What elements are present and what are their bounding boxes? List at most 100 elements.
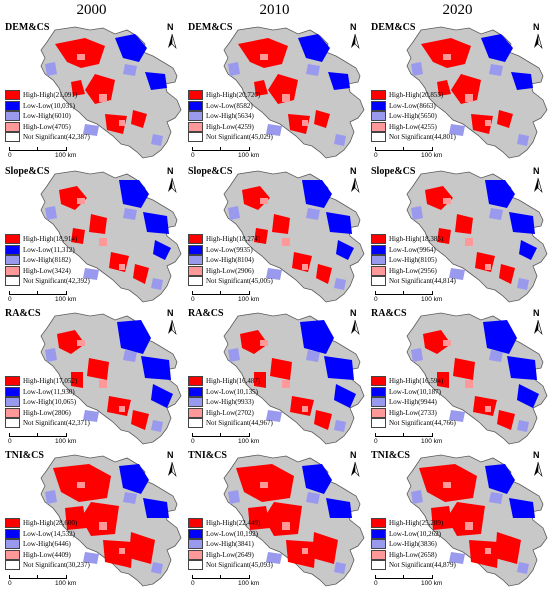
legend-swatch bbox=[188, 549, 203, 560]
region-high-high bbox=[423, 330, 451, 354]
region-low-low bbox=[117, 320, 151, 354]
legend-swatch bbox=[188, 132, 203, 142]
scale-line bbox=[192, 291, 250, 295]
region-high-low bbox=[465, 522, 473, 530]
legend-item: High-Low(2733) bbox=[371, 407, 456, 418]
scale-tick bbox=[220, 291, 221, 294]
region-high-low bbox=[77, 54, 85, 60]
north-label: N bbox=[533, 166, 540, 176]
region-low-high bbox=[489, 208, 503, 220]
legend-label: Low-High(3836) bbox=[389, 540, 437, 548]
map-panel: DEM&CS N High-High(20,855) Low-Low(8663) Low… bbox=[369, 22, 549, 167]
region-low-high bbox=[449, 410, 465, 422]
north-arrow-icon: N bbox=[531, 450, 545, 478]
legend-swatch bbox=[371, 549, 386, 560]
legend: High-High(17,052) Low-Low(11,930) Low-High… bbox=[5, 376, 90, 429]
region-low-high bbox=[489, 350, 503, 362]
legend-label: Low-Low(10,262) bbox=[389, 529, 441, 538]
legend-item: Low-High(9933) bbox=[188, 397, 273, 407]
scale-line bbox=[375, 147, 433, 151]
legend-item: High-High(20,720) bbox=[188, 90, 273, 100]
scale-label-zero: 0 bbox=[374, 152, 378, 159]
region-high-low bbox=[302, 406, 308, 412]
region-low-low bbox=[145, 72, 167, 90]
legend-label: Low-Low(11,312) bbox=[23, 245, 75, 254]
legend-label: High-High(28,600) bbox=[23, 519, 78, 527]
region-high-high bbox=[495, 532, 521, 564]
north-arrow-icon: N bbox=[348, 22, 362, 50]
region-low-low bbox=[115, 34, 147, 62]
legend-item: Low-High(6446) bbox=[5, 539, 90, 549]
region-high-low bbox=[302, 548, 308, 554]
legend-label: High-Low(2956) bbox=[389, 266, 437, 275]
region-high-high bbox=[272, 214, 290, 234]
legend-item: Not Significant(45,005) bbox=[188, 276, 273, 286]
region-high-low bbox=[119, 406, 125, 412]
legend-label: High-High(18,914) bbox=[23, 235, 78, 243]
north-arrow-icon: N bbox=[165, 166, 179, 194]
legend-swatch bbox=[188, 528, 203, 539]
legend-swatch bbox=[188, 397, 203, 407]
scale-label-zero: 0 bbox=[374, 580, 378, 587]
legend-swatch bbox=[371, 90, 386, 100]
region-high-high bbox=[71, 228, 85, 244]
scale-line bbox=[9, 147, 67, 151]
region-high-low bbox=[99, 94, 107, 102]
column-title-2000: 2000 bbox=[76, 2, 107, 18]
region-high-low bbox=[282, 522, 290, 530]
region-low-low bbox=[302, 180, 332, 208]
region-low-low bbox=[151, 384, 173, 408]
scale-bar: 0 100 km bbox=[374, 433, 442, 447]
region-high-low bbox=[465, 238, 473, 246]
legend-label: High-High(25,289) bbox=[389, 519, 444, 527]
legend-swatch bbox=[188, 376, 203, 386]
cluster-map bbox=[223, 26, 365, 159]
region-high-low bbox=[443, 482, 451, 488]
map-panel: Slope&CS N High-High(18,385) Low-Low(9964) L… bbox=[369, 166, 549, 311]
legend-item: Low-High(10,065) bbox=[5, 397, 90, 407]
legend-swatch bbox=[5, 407, 20, 418]
legend-item: Low-Low(8663) bbox=[371, 100, 456, 111]
map-panel: RA&CS N High-High(17,052) Low-Low(11,930) Lo… bbox=[3, 308, 183, 453]
legend-swatch bbox=[188, 418, 203, 428]
region-high-low bbox=[485, 120, 491, 126]
legend-swatch bbox=[5, 539, 20, 549]
region-low-low bbox=[481, 34, 513, 62]
legend-swatch bbox=[371, 255, 386, 265]
region-high-high bbox=[71, 80, 85, 96]
legend: High-High(18,914) Low-Low(11,312) Low-High… bbox=[5, 234, 90, 287]
north-label: N bbox=[167, 450, 174, 460]
legend-item: High-High(22,449) bbox=[188, 518, 273, 528]
region-low-high bbox=[411, 348, 423, 362]
legend-item: High-High(18,914) bbox=[5, 234, 90, 244]
scale-bar: 0 100 km bbox=[374, 291, 442, 305]
region-low-high bbox=[123, 350, 137, 362]
north-label: N bbox=[167, 22, 174, 32]
region-low-low bbox=[143, 498, 169, 518]
region-low-high bbox=[517, 134, 529, 146]
legend-label: Low-Low(8663) bbox=[389, 101, 436, 110]
region-low-high bbox=[228, 348, 240, 362]
scale-label-end: 100 km bbox=[421, 152, 443, 159]
region-high-low bbox=[77, 340, 85, 346]
scale-label-zero: 0 bbox=[8, 152, 12, 159]
scale-label-zero: 0 bbox=[191, 438, 195, 445]
map-panel: DEM&CS N High-High(21,091) Low-Low(10,031) L… bbox=[3, 22, 183, 167]
legend-item: High-High(18,385) bbox=[371, 234, 456, 244]
region-low-high bbox=[266, 552, 282, 564]
legend-label: High-Low(2806) bbox=[23, 408, 71, 417]
legend-swatch bbox=[5, 528, 20, 539]
region-low-low bbox=[511, 72, 533, 90]
legend-item: Not Significant(44,766) bbox=[371, 418, 456, 428]
region-high-high bbox=[129, 532, 155, 564]
legend-swatch bbox=[5, 518, 20, 528]
legend-item: Low-High(5650) bbox=[371, 111, 456, 121]
region-high-high bbox=[103, 540, 133, 568]
legend-swatch bbox=[371, 518, 386, 528]
legend-item: Low-High(9944) bbox=[371, 397, 456, 407]
legend-swatch bbox=[188, 255, 203, 265]
legend-item: Low-Low(10,262) bbox=[371, 528, 456, 539]
region-high-high bbox=[437, 80, 451, 96]
panel-title: TNI&CS bbox=[371, 450, 410, 461]
scale-line bbox=[9, 575, 67, 579]
